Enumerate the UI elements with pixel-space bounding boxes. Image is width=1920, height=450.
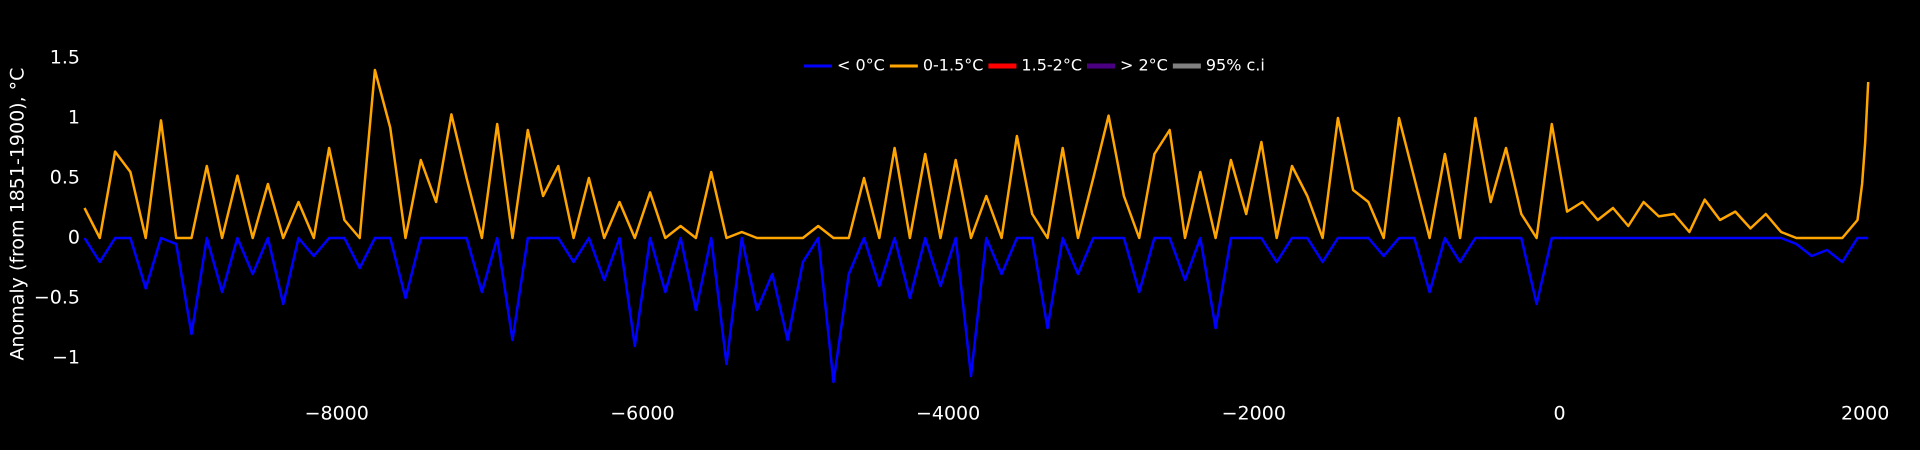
series-line: [83, 236, 1869, 384]
y-tick-label: 0.5: [50, 167, 80, 189]
legend-label: 1.5-2°C: [1021, 56, 1082, 75]
legend-label: 0-1.5°C: [923, 56, 984, 75]
legend-label: > 2°C: [1120, 56, 1168, 75]
y-tick-label: −1: [52, 347, 80, 369]
x-tick-label: 2000: [1841, 403, 1889, 425]
x-tick-label: 0: [1553, 403, 1565, 425]
y-tick-label: 1: [68, 107, 80, 129]
x-tick-label: −4000: [916, 403, 980, 425]
x-tick-label: −6000: [610, 403, 674, 425]
y-tick-label: 1.5: [50, 47, 80, 69]
y-tick-label: 0: [68, 227, 80, 249]
y-axis-title: Anomaly (from 1851-1900), °C: [7, 68, 29, 361]
x-tick-label: −8000: [305, 403, 369, 425]
x-tick-label: −2000: [1222, 403, 1286, 425]
y-tick-label: −0.5: [34, 287, 80, 309]
legend-label: 95% c.i: [1206, 56, 1265, 75]
legend-label: < 0°C: [837, 56, 885, 75]
series-line: [83, 68, 1870, 240]
